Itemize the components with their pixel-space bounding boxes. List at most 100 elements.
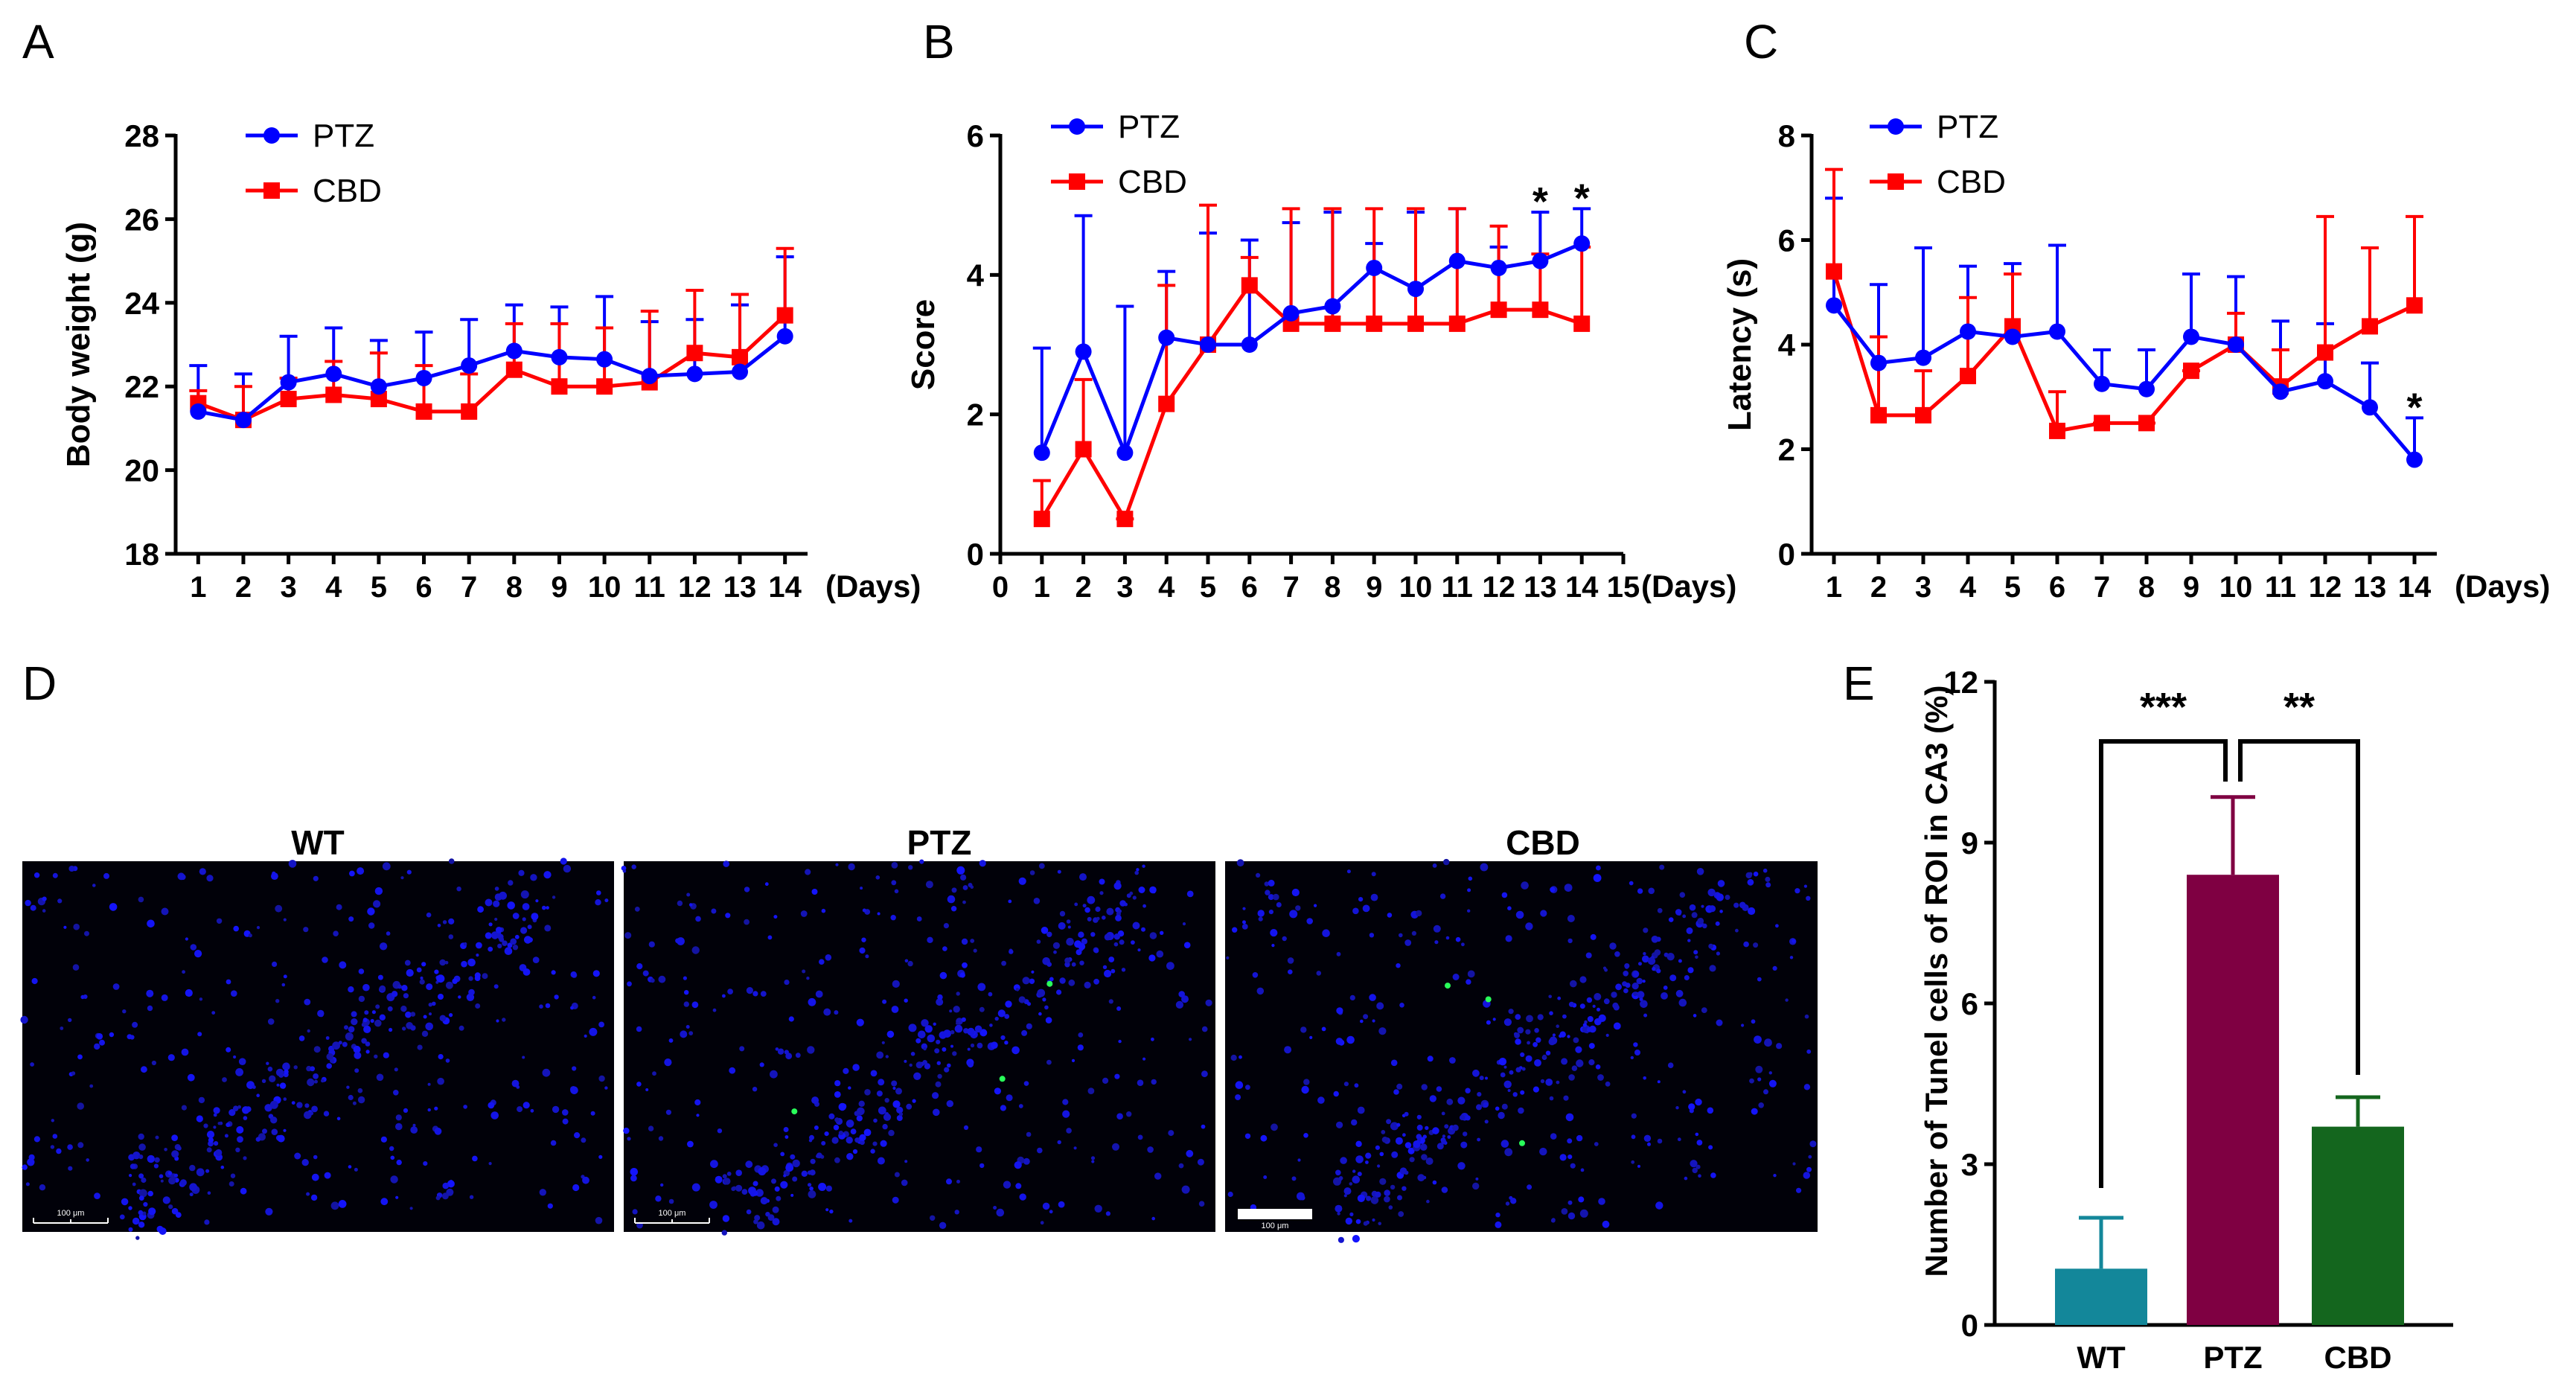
nucleus-dot <box>1370 893 1378 901</box>
nucleus-dot <box>664 1058 672 1067</box>
nucleus-dot <box>206 1131 215 1139</box>
nucleus-dot <box>237 1136 243 1143</box>
nucleus-dot <box>270 1117 278 1124</box>
nucleus-dot <box>761 1198 765 1202</box>
point-ptz <box>1324 298 1341 315</box>
nucleus-dot <box>834 1010 839 1015</box>
nucleus-dot <box>688 1031 694 1035</box>
nucleus-dot <box>416 967 422 973</box>
nucleus-dot <box>723 1178 731 1185</box>
nucleus-dot <box>876 1090 883 1097</box>
nucleus-dot <box>814 1125 819 1130</box>
nucleus-dot <box>138 1195 144 1201</box>
nucleus-dot <box>1004 1014 1010 1019</box>
nucleus-dot <box>1633 1042 1638 1047</box>
nucleus-dot <box>1565 1113 1574 1122</box>
nucleus-dot <box>517 1106 523 1113</box>
nucleus-dot <box>1693 1014 1697 1018</box>
nucleus-dot <box>1227 1191 1233 1198</box>
nucleus-dot <box>362 983 370 991</box>
nucleus-dot <box>834 1157 840 1163</box>
nucleus-dot <box>907 960 913 967</box>
nucleus-dot <box>226 1047 231 1053</box>
nucleus-dot <box>1369 933 1375 938</box>
nucleus-dot <box>189 1192 194 1197</box>
nucleus-dot <box>236 1125 244 1134</box>
nucleus-dot <box>1533 1086 1539 1093</box>
legend-marker-ptz <box>1069 118 1085 135</box>
nucleus-dot <box>1468 876 1473 881</box>
nucleus-dot <box>933 1022 936 1026</box>
nucleus-dot <box>1375 1191 1381 1198</box>
nucleus-dot <box>321 1079 325 1083</box>
nucleus-dot <box>1708 943 1714 949</box>
nucleus-dot <box>267 1066 273 1072</box>
nucleus-dot <box>1447 1135 1451 1139</box>
y-axis-label: Body weight (g) <box>60 222 97 467</box>
nucleus-dot <box>326 1063 333 1069</box>
nucleus-dot <box>1654 949 1661 956</box>
nucleus-dot <box>1675 989 1684 997</box>
y-tick-label: 22 <box>124 369 159 404</box>
nucleus-dot <box>1498 1058 1507 1066</box>
nucleus-dot <box>132 1152 141 1160</box>
nucleus-dot <box>406 968 414 977</box>
nucleus-dot <box>1678 959 1682 963</box>
nucleus-dot <box>570 1086 578 1095</box>
nucleus-dot <box>921 1019 929 1027</box>
nucleus-dot <box>979 1006 985 1012</box>
nucleus-dot <box>1570 980 1577 988</box>
nucleus-dot <box>1132 895 1137 900</box>
nucleus-dot <box>825 1208 829 1212</box>
nucleus-dot <box>660 1183 664 1187</box>
nucleus-dot <box>1201 1026 1208 1032</box>
nucleus-dot <box>1637 991 1645 999</box>
nucleus-dot <box>25 1182 30 1187</box>
nucleus-dot <box>655 1195 662 1202</box>
x-tick-label: 6 <box>2049 571 2065 604</box>
nucleus-dot <box>630 1175 637 1182</box>
nucleus-dot <box>829 1209 834 1214</box>
nucleus-dot <box>1613 1022 1621 1030</box>
nucleus-dot <box>51 1119 55 1122</box>
nucleus-dot <box>128 1227 133 1232</box>
legend-label-ptz: PTZ <box>1937 109 1998 145</box>
nucleus-dot <box>1533 1041 1538 1047</box>
nucleus-dot <box>348 1165 352 1169</box>
nucleus-dot <box>1484 1120 1489 1124</box>
nucleus-dot <box>1090 1156 1096 1160</box>
nucleus-dot <box>77 1054 83 1060</box>
nucleus-dot <box>835 863 839 866</box>
nucleus-dot <box>458 1025 464 1031</box>
nucleus-dot <box>294 1152 301 1160</box>
nucleus-dot <box>1099 891 1104 895</box>
nucleus-dot <box>642 970 649 977</box>
nucleus-dot <box>687 1140 694 1148</box>
nucleus-dot <box>1535 1037 1541 1043</box>
nucleus-dot <box>1395 1137 1403 1145</box>
nucleus-dot <box>132 1182 136 1187</box>
nucleus-dot <box>1707 1107 1714 1114</box>
x-tick-label: 1 <box>1826 571 1842 604</box>
nucleus-dot <box>56 1148 62 1155</box>
nucleus-dot <box>896 1115 903 1121</box>
nucleus-dot <box>1270 929 1278 937</box>
nucleus-dot <box>1121 968 1126 972</box>
nucleus-dot <box>1151 1216 1155 1221</box>
nucleus-dot <box>1354 1083 1359 1088</box>
nucleus-dot <box>1343 1194 1347 1198</box>
nucleus-dot <box>1142 864 1145 868</box>
point-cbd <box>1915 406 1931 424</box>
image-title-ptz: PTZ <box>907 823 972 862</box>
nucleus-dot <box>1091 1160 1095 1163</box>
legend-marker-ptz <box>1888 118 1904 135</box>
nucleus-dot <box>592 995 596 1000</box>
nucleus-dot <box>190 944 197 951</box>
nucleus-dot <box>510 938 517 945</box>
nucleus-dot <box>1803 884 1807 888</box>
nucleus-dot <box>1022 977 1030 985</box>
nucleus-dot <box>760 991 767 997</box>
nucleus-dot <box>776 1195 782 1201</box>
nucleus-dot <box>63 925 67 929</box>
nucleus-dot <box>1527 1041 1531 1045</box>
